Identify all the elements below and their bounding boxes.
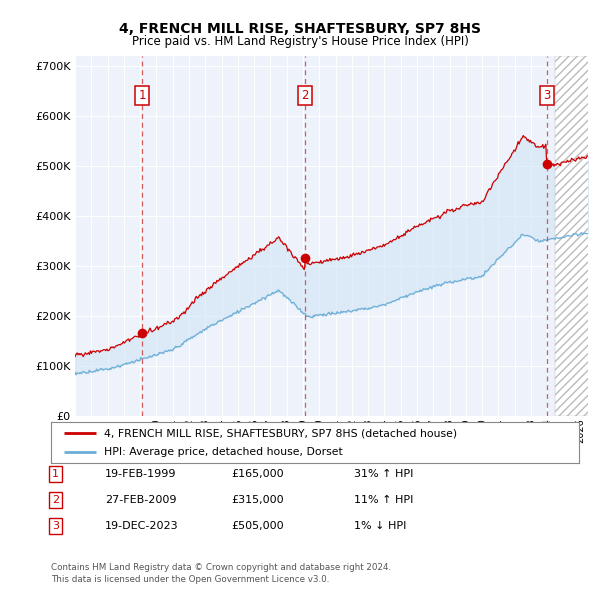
Text: £165,000: £165,000 [231,469,284,478]
Text: 2: 2 [52,496,59,505]
Bar [556,56,600,416]
Text: 31% ↑ HPI: 31% ↑ HPI [354,469,413,478]
Text: 4, FRENCH MILL RISE, SHAFTESBURY, SP7 8HS: 4, FRENCH MILL RISE, SHAFTESBURY, SP7 8H… [119,22,481,37]
Text: Contains HM Land Registry data © Crown copyright and database right 2024.
This d: Contains HM Land Registry data © Crown c… [51,563,391,584]
Text: £315,000: £315,000 [231,496,284,505]
Text: Price paid vs. HM Land Registry's House Price Index (HPI): Price paid vs. HM Land Registry's House … [131,35,469,48]
Text: 3: 3 [543,89,550,102]
Text: 11% ↑ HPI: 11% ↑ HPI [354,496,413,505]
Text: 4, FRENCH MILL RISE, SHAFTESBURY, SP7 8HS (detached house): 4, FRENCH MILL RISE, SHAFTESBURY, SP7 8H… [104,428,457,438]
Text: 1: 1 [139,89,146,102]
Text: 1: 1 [52,469,59,478]
Text: 27-FEB-2009: 27-FEB-2009 [105,496,176,505]
Text: 3: 3 [52,522,59,531]
Text: £505,000: £505,000 [231,522,284,531]
Text: HPI: Average price, detached house, Dorset: HPI: Average price, detached house, Dors… [104,447,343,457]
Text: 1% ↓ HPI: 1% ↓ HPI [354,522,406,531]
Text: 19-DEC-2023: 19-DEC-2023 [105,522,179,531]
Text: 2: 2 [302,89,309,102]
Text: 19-FEB-1999: 19-FEB-1999 [105,469,176,478]
